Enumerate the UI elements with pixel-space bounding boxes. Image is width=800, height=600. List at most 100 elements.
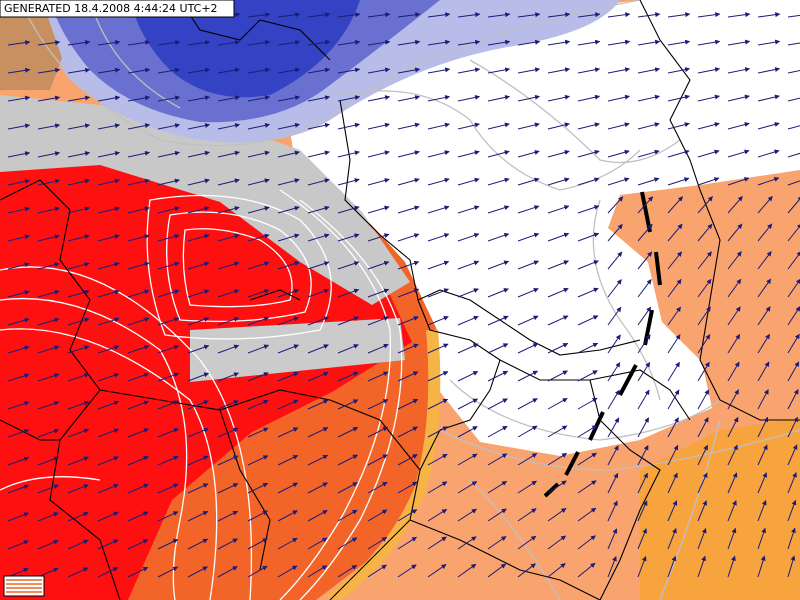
wind-arrow [727,94,750,102]
wind-arrow [457,288,479,298]
wind-arrow [427,426,448,438]
wind-arrow [697,555,707,578]
wind-arrow [247,565,268,578]
wind-arrow [157,538,179,550]
wind-arrow [277,510,298,522]
wind-arrow [727,389,739,410]
gray-strip [190,318,405,382]
wind-arrow [667,149,690,158]
wind-arrow [637,472,648,494]
wind-arrow [127,566,149,578]
wind-arrow [577,315,599,326]
wind-arrow [757,195,773,214]
wind-arrow [97,40,121,46]
wind-arrow [577,94,600,102]
wind-arrow [337,454,359,466]
wind-arrow [37,539,59,550]
wind-arrow [427,12,451,18]
wind-arrow [97,511,119,522]
wind-arrow [247,178,270,186]
wind-arrow [517,563,536,578]
wind-arrow [337,205,360,214]
wind-arrow [187,95,211,102]
wind-arrow [397,260,420,270]
wind-arrow [367,564,387,578]
wind-arrow [757,333,770,354]
wind-arrow [127,206,150,214]
wind-arrow [277,427,299,438]
wind-arrow [607,149,630,158]
wind-arrow [787,70,800,74]
wind-arrow [307,509,328,522]
wind-arrow [127,456,149,466]
wind-arrow [367,178,390,186]
wind-arrow [217,289,240,298]
wind-arrow [187,510,209,522]
wind-arrow [697,177,720,186]
wind-arrow [697,251,712,270]
wind-arrow [787,555,796,578]
wind-arrow [787,14,800,18]
wind-arrow [607,362,621,382]
wind-arrow [397,316,419,326]
wind-arrow [577,149,600,158]
generated-stamp: GENERATED 18.4.2008 4:44:24 UTC+2 [4,2,218,15]
wind-arrow [127,234,150,242]
wind-arrow [487,260,510,270]
wind-arrow [487,205,510,214]
wind-arrow [337,399,359,410]
wind-arrow [37,123,61,130]
wind-arrow [367,39,391,46]
wind-arrow [67,539,89,550]
wind-arrow [787,223,800,242]
wind-arrow [7,67,31,74]
wind-arrow [157,566,179,578]
wind-arrow [307,427,329,438]
wind-arrow [367,316,389,326]
wind-arrow [427,67,451,74]
wind-arrow [247,233,270,242]
wind-arrow [697,223,713,242]
wind-arrow [397,536,417,550]
wind-arrow [247,122,271,130]
wind-arrow [277,537,298,550]
wind-arrow [667,472,678,494]
wind-arrow [97,261,120,270]
wind-arrow [217,455,239,466]
wind-arrow [547,149,570,158]
wind-arrow [7,512,29,522]
wind-arrow [157,123,181,130]
wind-arrow [277,316,300,326]
wind-arrow [67,123,91,130]
wind-arrow [667,39,691,46]
wind-arrow [187,289,210,298]
wind-arrow [97,234,120,242]
wind-arrow [7,40,31,46]
wind-arrow [517,205,540,214]
wind-arrow [517,343,539,354]
wind-arrow [307,537,328,550]
wind-arrow [337,12,361,18]
wind-arrow [157,483,179,494]
wind-arrow [247,67,271,74]
wind-arrow [787,333,800,354]
wind-arrow [157,400,179,410]
wind-arrow [337,150,360,158]
wind-arrow [757,278,772,298]
wind-arrow [457,453,478,466]
wind-arrow [157,511,179,522]
wind-arrow [67,289,90,298]
wind-arrow [427,288,449,298]
wind-arrow [7,317,30,326]
wind-arrow [607,251,623,270]
wind-arrow [757,555,766,578]
wind-arrow [457,260,480,270]
wind-arrow [67,151,91,158]
wind-arrow [787,278,800,298]
wind-arrow [67,511,89,522]
wind-arrow [757,416,769,438]
wind-arrow [517,94,541,102]
wind-arrow [337,67,361,74]
wind-arrow [607,223,623,242]
wind-arrow [787,361,800,382]
